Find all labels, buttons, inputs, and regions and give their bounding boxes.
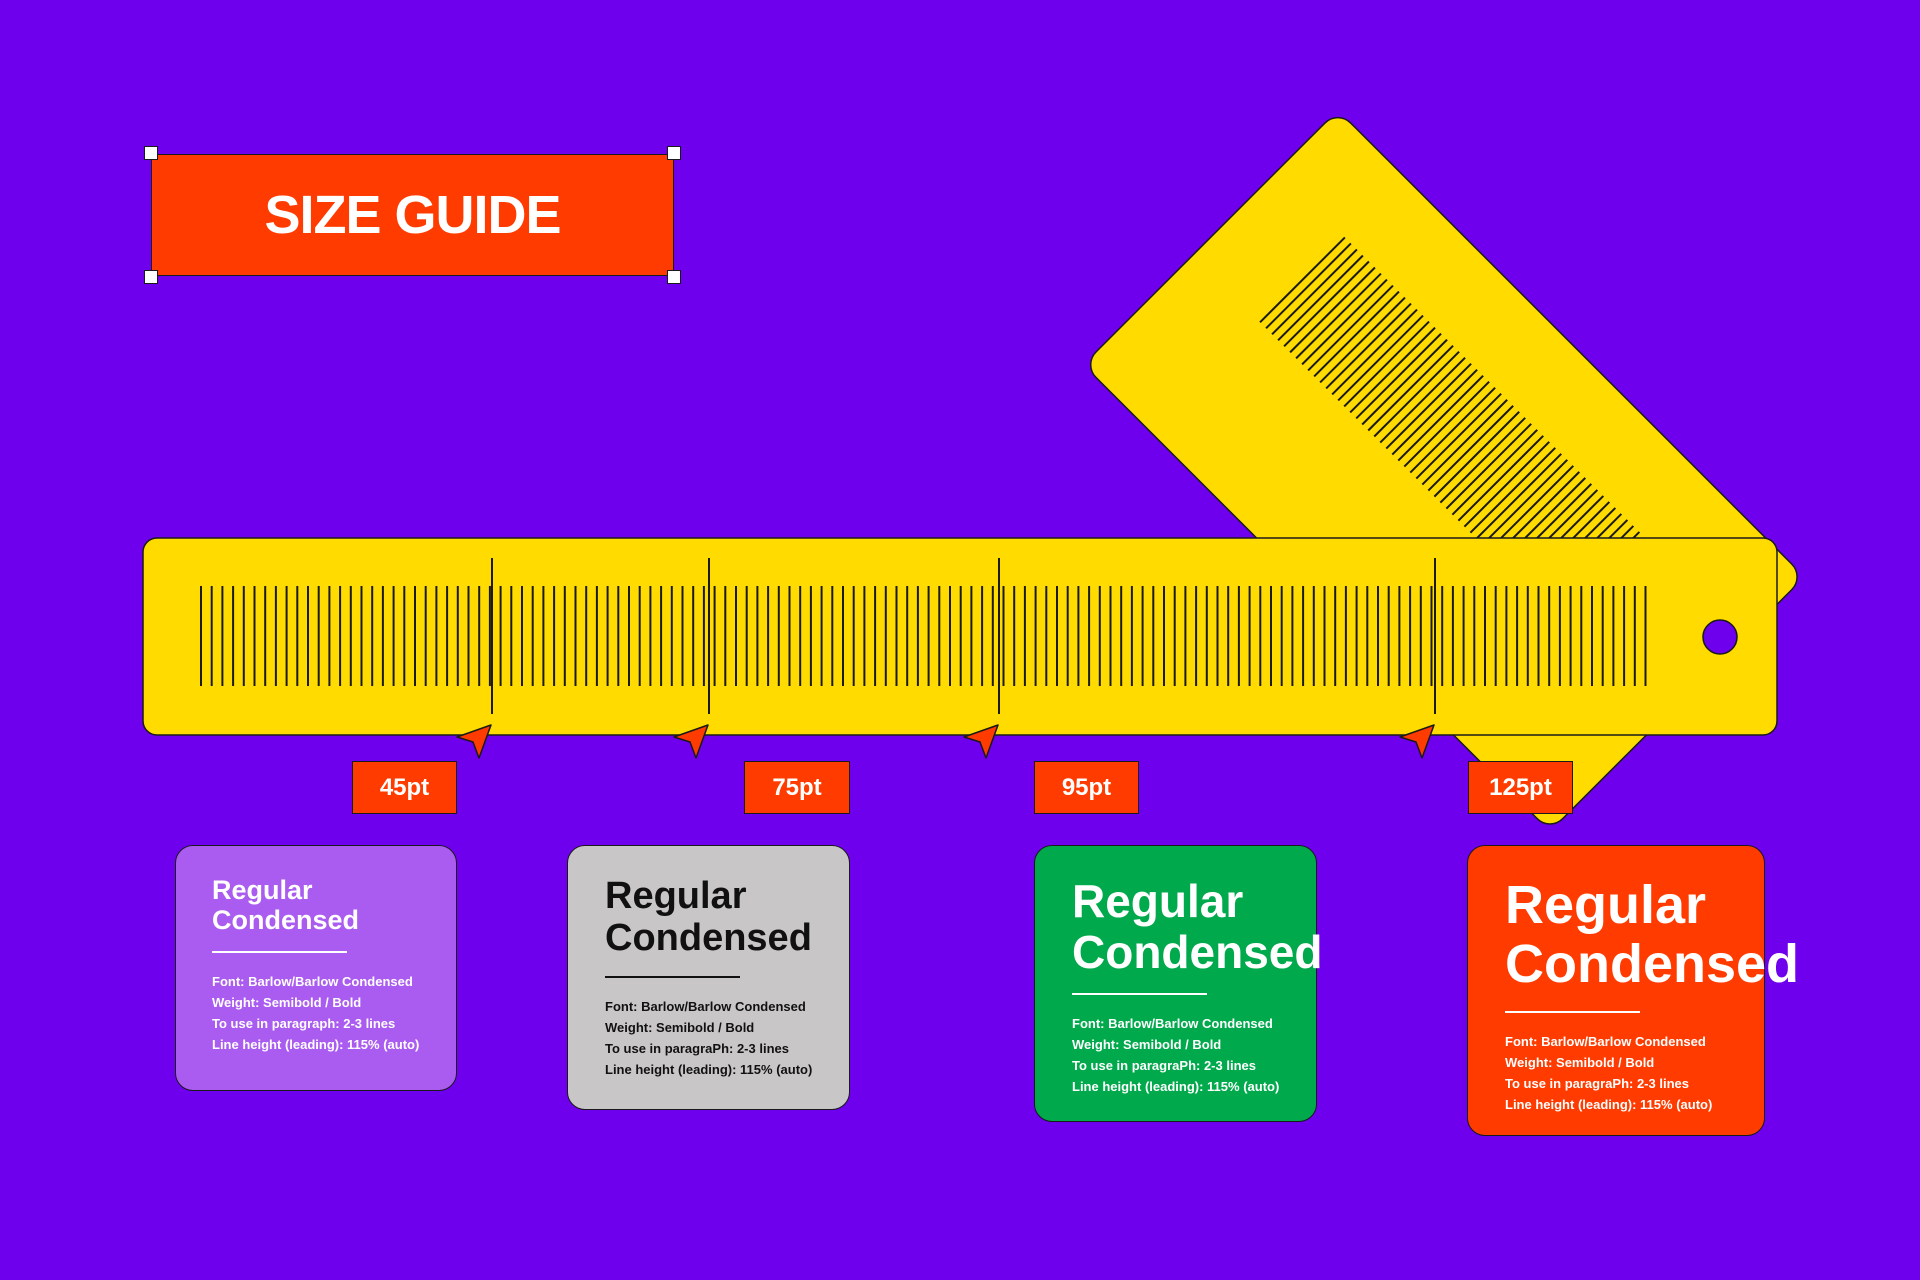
ruler-tick (1361, 338, 1448, 426)
card-divider (605, 975, 740, 978)
card-heading-line1: Regular (605, 875, 747, 917)
ruler-tick (1397, 374, 1484, 462)
type-card-95pt: Regular Condensed Font: Barlow/Barlow Co… (1034, 845, 1323, 1122)
card-heading-line1: Regular (1072, 875, 1244, 927)
card-divider (212, 951, 347, 954)
ruler-tick (1421, 399, 1508, 486)
pointer-cursor-icon (963, 724, 999, 759)
card-spec-line-height: Line height (leading): 115% (auto) (1072, 1079, 1280, 1095)
card-heading-line1: Regular (1505, 875, 1707, 935)
ruler-tick (1415, 393, 1502, 480)
size-tag-label: 75pt (772, 773, 822, 801)
card-spec-font: Font: Barlow/Barlow Condensed (605, 998, 806, 1014)
ruler-tick (1331, 308, 1418, 396)
card-spec-usage: To use in paragraPh: 2-3 lines (605, 1040, 789, 1056)
horizontal-ruler (142, 537, 1778, 736)
card-divider (1505, 1010, 1640, 1013)
card-heading-line2: Condensed (1072, 925, 1323, 978)
ruler-tick (1289, 266, 1376, 354)
ruler-tick (1445, 423, 1532, 510)
type-card-45pt: Regular Condensed Font: Barlow/Barlow Co… (175, 845, 457, 1091)
ruler-tick (1439, 417, 1526, 504)
size-guide-title-box[interactable]: SIZE GUIDE (151, 154, 674, 276)
ruler-tick (1481, 459, 1568, 546)
ruler-tick (1259, 236, 1346, 324)
selection-handle-top-left[interactable] (144, 146, 158, 160)
ruler-tick (1487, 465, 1574, 552)
pointer-cursor-icon (456, 724, 492, 759)
ruler-tick (1451, 429, 1538, 516)
card-spec-font: Font: Barlow/Barlow Condensed (212, 974, 413, 990)
ruler-tick (1265, 242, 1352, 330)
card-spec-font: Font: Barlow/Barlow Condensed (1072, 1016, 1273, 1032)
ruler-tick (1427, 405, 1514, 492)
ruler-tick (1283, 260, 1370, 348)
marker-cursors (456, 724, 1435, 759)
ruler-tick (1367, 344, 1454, 432)
ruler-tick (1349, 326, 1436, 414)
card-heading-line1: Regular (212, 875, 313, 905)
size-tag-45pt: 45pt (352, 761, 457, 814)
ruler-tick (1475, 453, 1562, 540)
ruler-tick (1463, 441, 1550, 528)
ruler-tick (1385, 362, 1472, 450)
ruler-tick (1301, 278, 1388, 366)
ruler-tick (1337, 314, 1424, 402)
selection-handle-top-right[interactable] (667, 146, 681, 160)
ruler-tick (1469, 447, 1556, 534)
card-spec-weight: Weight: Semibold / Bold (1505, 1054, 1655, 1070)
size-tag-95pt: 95pt (1034, 761, 1139, 814)
size-tag-label: 95pt (1061, 773, 1112, 801)
ruler-hang-hole (1702, 619, 1738, 655)
ruler-tick (1433, 411, 1520, 498)
card-spec-line-height: Line height (leading): 115% (auto) (212, 1037, 420, 1053)
card-heading-line2: Condensed (605, 916, 812, 959)
pointer-cursor-icon (1399, 724, 1435, 759)
ruler-tick (1379, 356, 1466, 444)
ruler-tick (1343, 320, 1430, 408)
card-spec-weight: Weight: Semibold / Bold (212, 995, 362, 1011)
ruler-tick (1457, 435, 1544, 522)
ruler-tick (1277, 254, 1364, 342)
card-spec-font: Font: Barlow/Barlow Condensed (1505, 1033, 1706, 1049)
card-spec-usage: To use in paragraph: 2-3 lines (212, 1016, 396, 1032)
ruler-tick (1295, 272, 1382, 360)
ruler-tick (1355, 332, 1442, 420)
ruler-tick (1325, 302, 1412, 390)
card-divider (1072, 993, 1207, 996)
card-spec-line-height: Line height (leading): 115% (auto) (605, 1061, 813, 1077)
selection-handle-bottom-left[interactable] (144, 270, 158, 284)
size-tag-75pt: 75pt (744, 761, 850, 814)
card-spec-weight: Weight: Semibold / Bold (605, 1019, 755, 1035)
card-spec-weight: Weight: Semibold / Bold (1072, 1037, 1222, 1053)
pointer-cursor-icon (673, 724, 709, 759)
size-tag-label: 45pt (379, 773, 430, 801)
type-card-75pt: Regular Condensed Font: Barlow/Barlow Co… (567, 845, 850, 1110)
ruler-tick (1307, 284, 1394, 372)
ruler-tick (1391, 368, 1478, 456)
size-tag-125pt: 125pt (1468, 761, 1573, 814)
ruler-tick (1319, 296, 1406, 384)
ruler-tick (1271, 248, 1358, 336)
page-title: SIZE GUIDE (264, 185, 561, 245)
selection-handle-bottom-right[interactable] (667, 270, 681, 284)
card-spec-line-height: Line height (leading): 115% (auto) (1505, 1096, 1713, 1112)
ruler-tick (1373, 350, 1460, 438)
horizontal-ruler-ticks (200, 558, 1647, 714)
size-tag-label: 125pt (1489, 773, 1552, 801)
ruler-tick (1403, 381, 1490, 468)
ruler-tick (1409, 387, 1496, 474)
ruler-tick (1313, 290, 1400, 378)
card-spec-usage: To use in paragraPh: 2-3 lines (1505, 1075, 1689, 1091)
type-card-125pt: Regular Condensed Font: Barlow/Barlow Co… (1467, 845, 1800, 1136)
card-spec-usage: To use in paragraPh: 2-3 lines (1072, 1058, 1256, 1074)
card-heading-line2: Condensed (212, 904, 360, 935)
card-heading-line2: Condensed (1505, 934, 1800, 995)
